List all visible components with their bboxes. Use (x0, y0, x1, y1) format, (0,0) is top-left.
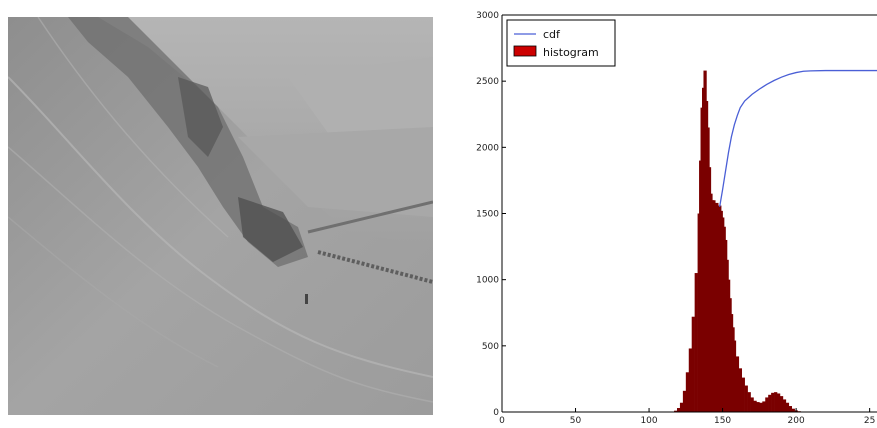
legend-histogram-label: histogram (543, 46, 599, 59)
histogram-bar (785, 402, 790, 412)
histogram-bar (735, 356, 740, 412)
histogram-bar (777, 393, 781, 412)
y-tick-label: 2500 (476, 77, 499, 87)
histogram-bar (679, 402, 684, 412)
x-tick-label: 150 (714, 416, 731, 426)
chart-ticks: 0 500 1000 1500 2000 2500 3000 0 50 100 150 200 25 (476, 11, 875, 426)
histogram-bar (756, 402, 760, 412)
cdf-line (719, 69, 877, 207)
y-tick-label: 500 (482, 342, 499, 352)
histogram-bar (788, 406, 793, 412)
x-tick-label: 50 (570, 416, 582, 426)
legend-histogram-swatch (513, 45, 537, 57)
histogram-bar (762, 401, 766, 412)
histogram-bar (747, 392, 751, 412)
histogram-bar (779, 396, 784, 412)
histogram-bar (753, 400, 757, 412)
histogram-bar (774, 392, 778, 412)
histogram-bar (682, 390, 687, 412)
histogram-bars (674, 70, 807, 413)
histogram-bar (694, 273, 698, 412)
histogram-bar (782, 399, 787, 412)
histogram-bar (741, 377, 745, 412)
histogram-bar (768, 394, 772, 412)
histogram-bar (677, 408, 681, 412)
chart-svg: 0 500 1000 1500 2000 2500 3000 0 50 100 150 200 25 c… (476, 11, 877, 426)
histogram-bar (744, 385, 748, 412)
grayscale-photo (8, 17, 433, 415)
cdf-line-group (719, 69, 877, 207)
y-tick-label: 2000 (476, 143, 499, 153)
histogram-bar (750, 397, 754, 412)
legend-box (506, 19, 616, 67)
x-tick-label: 200 (788, 416, 805, 426)
histogram-bar (688, 348, 693, 412)
histogram-bar (691, 316, 695, 412)
histogram-bar (674, 410, 678, 412)
y-tick-label: 0 (493, 408, 499, 418)
y-tick-label: 3000 (476, 11, 499, 21)
x-tick-label: 100 (640, 416, 657, 426)
histogram-bar (791, 408, 795, 412)
histogram-bar (759, 402, 763, 412)
histogram-bar (765, 397, 769, 412)
x-tick-label: 0 (499, 416, 505, 426)
histogram-bar (771, 392, 775, 412)
chart-legend: cdf histogram (506, 19, 616, 67)
y-tick-label: 1500 (476, 210, 499, 220)
histogram-bar (685, 372, 690, 412)
histogram-bar (732, 340, 737, 412)
hillside-landscape-image (8, 17, 433, 415)
x-tick-label: 25 (864, 416, 875, 426)
histogram-bar (738, 368, 743, 412)
y-tick-label: 1000 (476, 276, 499, 286)
histogram-chart: 0 500 1000 1500 2000 2500 3000 0 50 100 150 200 25 c… (460, 0, 877, 428)
legend-cdf-label: cdf (543, 28, 561, 41)
